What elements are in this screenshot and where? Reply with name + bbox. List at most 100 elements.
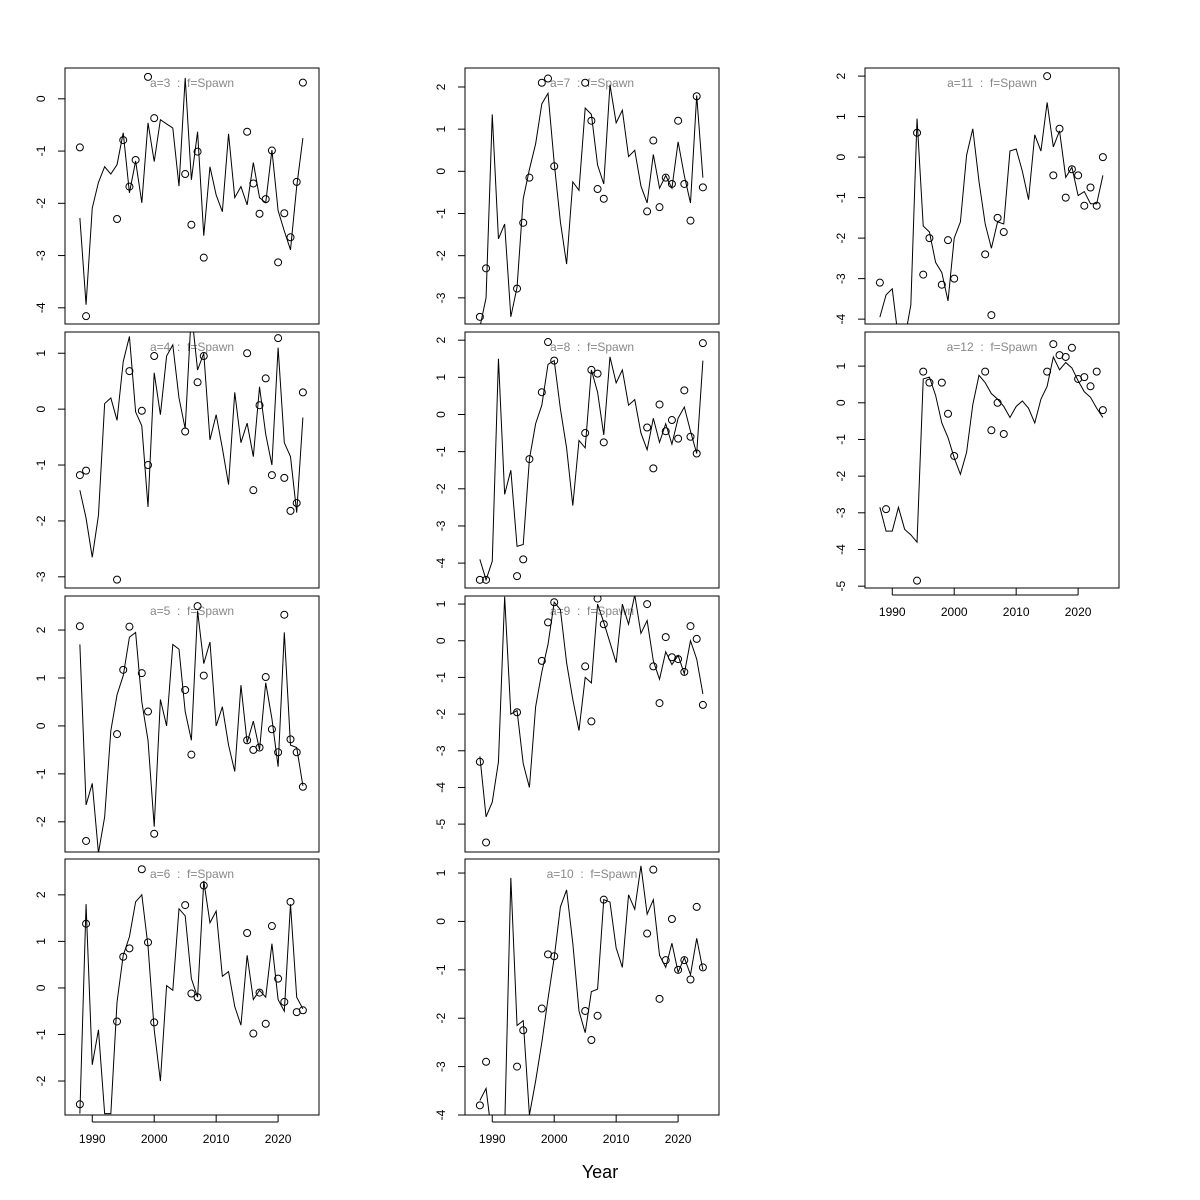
y-tick-label: 1	[434, 600, 448, 607]
x-tick-label: 2020	[265, 1132, 292, 1146]
y-tick-label: 2	[434, 83, 448, 90]
plot-frame	[464, 67, 720, 325]
observed-point	[937, 378, 946, 387]
observed-point	[274, 974, 283, 983]
observed-point	[267, 922, 276, 931]
x-tick-label: 1990	[479, 1132, 506, 1146]
y-tick-label: -2	[834, 470, 848, 481]
observed-point	[113, 575, 122, 584]
observed-point	[243, 736, 252, 745]
y-tick-label: 1	[834, 362, 848, 369]
observed-point	[1098, 153, 1107, 162]
observed-point	[150, 829, 159, 838]
y-tick-label: -3	[434, 520, 448, 531]
observed-point	[243, 349, 252, 358]
y-tick-label: -1	[434, 672, 448, 683]
observed-point	[680, 956, 689, 965]
observed-point	[113, 1017, 122, 1026]
observed-point	[187, 989, 196, 998]
observed-point	[280, 209, 289, 218]
observed-point	[1074, 171, 1083, 180]
y-tick-label: -1	[834, 434, 848, 445]
observed-point	[550, 356, 559, 365]
observed-point	[249, 179, 258, 188]
observed-point	[82, 466, 91, 475]
y-tick-label: -1	[434, 446, 448, 457]
y-tick-label: 0	[434, 411, 448, 418]
y-tick-label: -2	[434, 483, 448, 494]
y-tick-label: 1	[434, 125, 448, 132]
observed-point	[674, 655, 683, 664]
observed-point	[1092, 201, 1101, 210]
observed-point	[655, 203, 664, 212]
observed-point	[243, 127, 252, 136]
observed-point	[537, 1004, 546, 1013]
observed-point	[537, 656, 546, 665]
panel-title: a=5 : f=Spawn	[150, 604, 234, 618]
observed-point	[519, 555, 528, 564]
observed-point	[298, 78, 307, 87]
y-tick-label: 1	[834, 113, 848, 120]
observed-point	[1086, 382, 1095, 391]
y-tick-label: 0	[434, 637, 448, 644]
observed-point	[181, 170, 190, 179]
x-tick-label: 1990	[879, 605, 906, 619]
observed-point	[993, 213, 1002, 222]
observed-point	[150, 114, 159, 123]
observed-point	[280, 610, 289, 619]
observed-point	[882, 505, 891, 514]
observed-point	[75, 471, 84, 480]
observed-point	[475, 312, 484, 321]
observed-point	[75, 1100, 84, 1109]
y-tick-label: 1	[434, 374, 448, 381]
y-tick-label: -3	[834, 507, 848, 518]
observed-point	[655, 400, 664, 409]
observed-point	[593, 596, 602, 603]
observed-point	[581, 662, 590, 671]
observed-point	[193, 378, 202, 387]
y-tick-label: -3	[34, 571, 48, 582]
y-tick-label: -3	[434, 1061, 448, 1072]
y-tick-label: 1	[34, 938, 48, 945]
observed-point	[1080, 373, 1089, 382]
observed-point	[599, 620, 608, 629]
observed-point	[661, 173, 670, 182]
observed-point	[661, 427, 670, 436]
fit-line	[79, 332, 304, 558]
observed-point	[550, 598, 559, 607]
y-tick-label: -3	[834, 273, 848, 284]
plot-area	[475, 865, 707, 1115]
panel: a=8 : f=Spawn -4 -3 -2 -1 0 1 2	[434, 331, 720, 589]
observed-point	[187, 220, 196, 229]
panel-title: a=10 : f=Spawn	[547, 867, 638, 881]
panel: a=9 : f=Spawn -5 -4 -3 -2 -1 0 1	[434, 595, 720, 853]
observed-point	[119, 952, 128, 961]
observed-point	[249, 1029, 258, 1038]
observed-point	[581, 78, 590, 87]
y-tick-label: -3	[434, 292, 448, 303]
panel: a=5 : f=Spawn -2 -1 0 1 2	[34, 595, 320, 853]
observed-point	[120, 319, 127, 326]
observed-point	[125, 182, 134, 191]
observed-point	[193, 147, 202, 156]
x-tick-label: 2010	[603, 1132, 630, 1146]
plot-frame	[464, 858, 720, 1116]
observed-point	[261, 673, 270, 682]
observed-point	[686, 975, 695, 984]
observed-point	[698, 183, 707, 192]
x-tick-label: 2000	[541, 1132, 568, 1146]
plot-area	[475, 596, 707, 847]
observed-point	[292, 499, 301, 508]
y-tick-label: 2	[434, 337, 448, 344]
y-tick-label: -4	[434, 557, 448, 568]
observed-point	[482, 838, 491, 847]
observed-point	[261, 374, 270, 383]
y-tick-label: 0	[34, 984, 48, 991]
observed-point	[475, 575, 484, 584]
observed-point	[698, 700, 707, 709]
observed-point	[544, 618, 553, 627]
observed-point	[875, 278, 884, 287]
observed-point	[999, 429, 1008, 438]
observed-point	[292, 177, 301, 186]
